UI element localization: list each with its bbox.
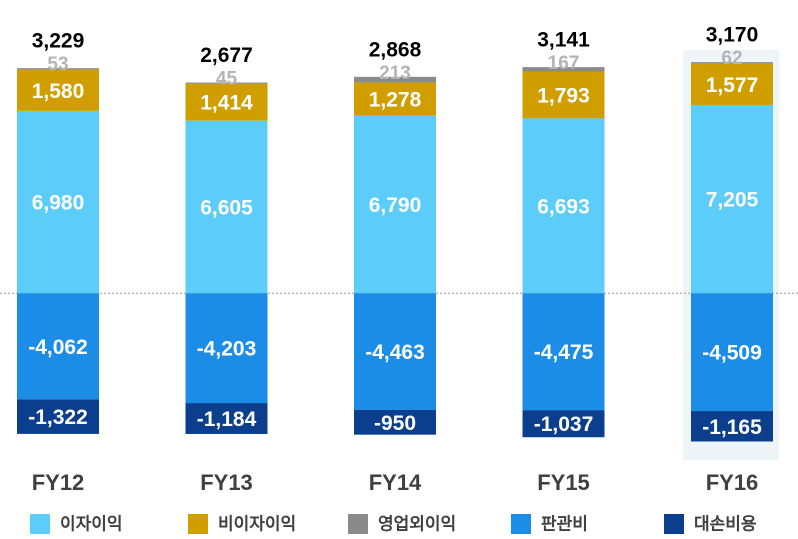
value-label: 1,278	[369, 89, 422, 112]
value-label: -4,203	[197, 338, 257, 361]
bar-segment	[17, 68, 99, 70]
value-label: -4,463	[365, 341, 425, 364]
bar-segment	[17, 110, 99, 294]
total-label: 3,229	[32, 30, 85, 53]
value-label: 53	[47, 54, 68, 75]
x-tick-label: FY12	[32, 470, 85, 495]
bar-segment	[522, 71, 605, 119]
bar-segment	[185, 82, 268, 84]
x-tick-label: FY16	[706, 470, 759, 495]
value-label: 1,580	[32, 80, 85, 103]
bar-segment	[17, 399, 99, 434]
bar-segment	[185, 403, 268, 434]
value-label: 6,605	[200, 196, 253, 219]
value-label: -4,509	[702, 342, 762, 365]
legend-swatch	[664, 514, 684, 534]
total-label: 3,170	[706, 24, 759, 47]
value-label: -4,475	[534, 341, 594, 364]
value-label: 6,980	[32, 192, 85, 215]
value-label: -1,037	[534, 413, 594, 436]
x-tick-label: FY15	[537, 470, 590, 495]
bar-segment	[522, 118, 605, 294]
legend-swatch	[348, 514, 368, 534]
bar-segment	[691, 293, 773, 412]
value-label: -4,062	[28, 336, 88, 359]
value-label: 213	[379, 63, 411, 84]
value-label: 7,205	[706, 189, 759, 212]
value-label: -1,322	[28, 406, 88, 429]
bar-segment	[691, 104, 773, 294]
total-label: 2,677	[200, 44, 253, 67]
legend-label: 비이자이익	[218, 514, 296, 533]
legend-label: 영업외이익	[378, 514, 456, 533]
bar-segment	[691, 63, 773, 105]
bar-segment	[185, 83, 268, 121]
value-label: 1,577	[706, 74, 759, 97]
bar-segment	[354, 115, 436, 294]
legend-label: 이자이익	[60, 514, 123, 533]
bar-segment	[522, 293, 605, 411]
legend-swatch	[30, 514, 50, 534]
bar-segment	[354, 76, 436, 83]
bar-segment	[691, 411, 773, 442]
bar-segment	[354, 82, 436, 116]
total-label: 2,868	[369, 38, 422, 61]
legend-label: 대손비용	[694, 514, 757, 533]
legend-swatch	[511, 514, 531, 534]
value-label: 167	[548, 53, 580, 74]
bar-segment	[17, 293, 99, 400]
legend-swatch	[188, 514, 208, 534]
value-label: -1,165	[702, 416, 762, 439]
value-label: 1,414	[200, 92, 253, 115]
bar-segment	[354, 293, 436, 410]
bar-segment	[185, 293, 268, 404]
bar-segment	[17, 69, 99, 111]
value-label: 1,793	[537, 84, 590, 107]
bar-segment	[522, 410, 605, 438]
x-tick-label: FY13	[200, 470, 253, 495]
value-label: -1,184	[197, 408, 257, 431]
bar-segment	[185, 120, 268, 294]
value-label: 62	[721, 48, 742, 69]
value-label: -950	[374, 412, 416, 435]
bar-segment	[691, 62, 773, 64]
value-label: 6,790	[369, 194, 422, 217]
bar-segment	[354, 409, 436, 435]
legend-label: 판관비	[541, 514, 588, 533]
bar-segment	[522, 67, 605, 72]
value-label: 6,693	[537, 195, 590, 218]
total-label: 3,141	[537, 29, 590, 52]
value-label: 45	[216, 69, 238, 90]
x-tick-label: FY14	[369, 470, 422, 495]
